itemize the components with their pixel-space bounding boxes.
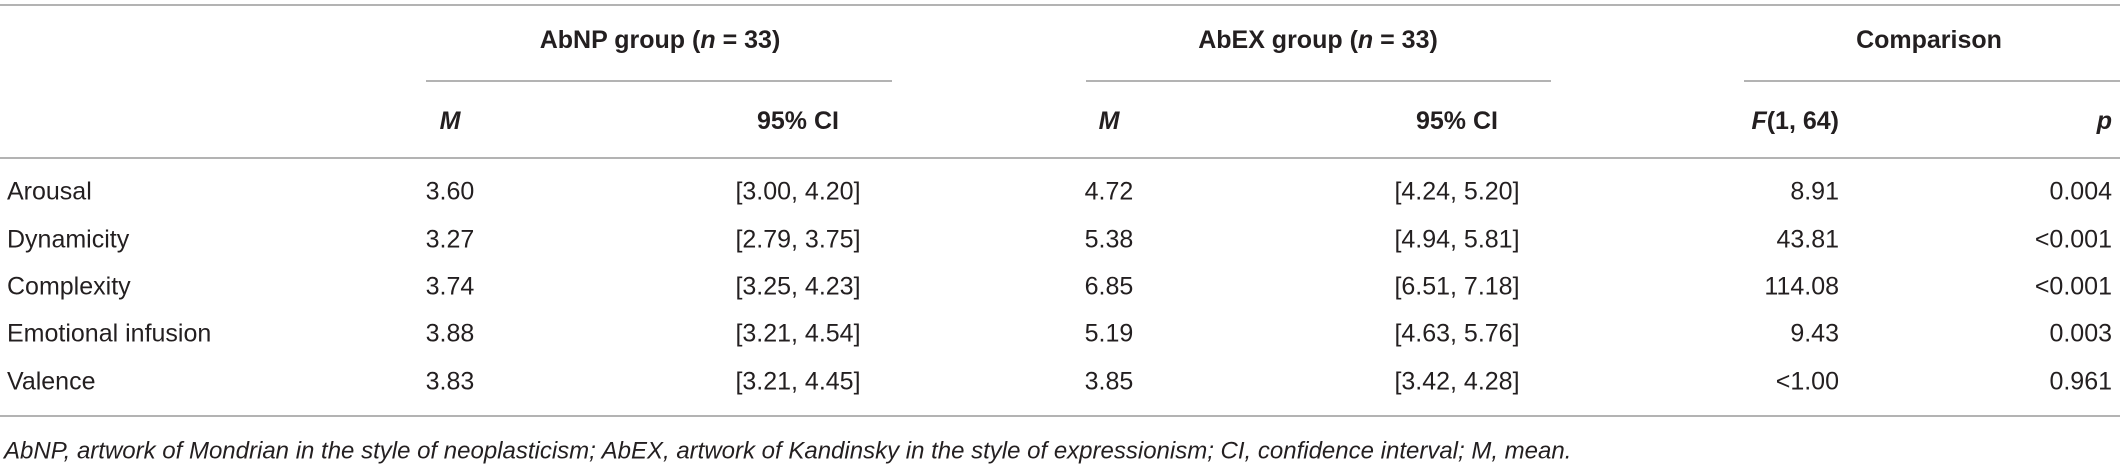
cell: 5.19	[1085, 320, 1134, 348]
cell: <0.001	[2035, 226, 2112, 254]
column-header-part: M	[1099, 107, 1121, 135]
row-label: Emotional infusion	[7, 320, 211, 348]
cell: 8.91	[1790, 178, 1839, 206]
group-header-part: = 33)	[1373, 26, 1438, 54]
cell: 3.85	[1085, 368, 1134, 396]
cell: 3.88	[426, 320, 475, 348]
cell: [6.51, 7.18]	[1394, 273, 1519, 301]
cell: [4.94, 5.81]	[1394, 226, 1519, 254]
group-header: AbNP group (n = 33)	[540, 26, 781, 54]
row-label: Complexity	[7, 273, 131, 301]
column-header: F(1, 64)	[1751, 107, 1839, 135]
column-header-part: F	[1751, 107, 1767, 135]
cell: [3.00, 4.20]	[735, 178, 860, 206]
row-label: Valence	[7, 368, 96, 396]
column-header-part: 95% CI	[1416, 107, 1498, 135]
cell: <0.001	[2035, 273, 2112, 301]
cell: 6.85	[1085, 273, 1134, 301]
column-header-part: 95% CI	[757, 107, 839, 135]
group-header-part: n	[700, 26, 715, 54]
cell: 114.08	[1764, 273, 1839, 301]
cell: 4.72	[1085, 178, 1134, 206]
cell: 5.38	[1085, 226, 1134, 254]
cell: 3.83	[426, 368, 475, 396]
cell: 0.004	[2049, 178, 2112, 206]
column-header: M	[1099, 107, 1121, 135]
row-label: Arousal	[7, 178, 92, 206]
column-header-part: p	[2096, 107, 2112, 135]
group-header-part: n	[1358, 26, 1373, 54]
cell: [4.63, 5.76]	[1394, 320, 1519, 348]
group-header-part: AbEX group (	[1198, 26, 1358, 54]
footnote: AbNP, artwork of Mondrian in the style o…	[2, 437, 1571, 464]
cell: [4.24, 5.20]	[1394, 178, 1519, 206]
cell: 3.74	[426, 273, 475, 301]
cell: 3.60	[426, 178, 475, 206]
cell: [3.42, 4.28]	[1394, 368, 1519, 396]
column-header-part: M	[440, 107, 462, 135]
cell: 43.81	[1776, 226, 1839, 254]
cell: [3.25, 4.23]	[735, 273, 860, 301]
column-header: 95% CI	[757, 107, 839, 135]
row-label: Dynamicity	[7, 226, 130, 254]
group-header: Comparison	[1856, 26, 2002, 54]
column-header-part: (1, 64)	[1767, 107, 1839, 135]
cell: 3.27	[426, 226, 475, 254]
group-header-part: Comparison	[1856, 26, 2002, 54]
cell: 9.43	[1790, 320, 1839, 348]
column-header: p	[2096, 107, 2112, 135]
group-header-part: AbNP group (	[540, 26, 701, 54]
cell: <1.00	[1776, 368, 1839, 396]
cell: [3.21, 4.45]	[735, 368, 860, 396]
group-header-part: = 33)	[716, 26, 781, 54]
column-header: M	[440, 107, 462, 135]
cell: [3.21, 4.54]	[735, 320, 860, 348]
cell: [2.79, 3.75]	[735, 226, 860, 254]
cell: 0.003	[2049, 320, 2112, 348]
cell: 0.961	[2049, 368, 2112, 396]
group-header: AbEX group (n = 33)	[1198, 26, 1438, 54]
column-header: 95% CI	[1416, 107, 1498, 135]
